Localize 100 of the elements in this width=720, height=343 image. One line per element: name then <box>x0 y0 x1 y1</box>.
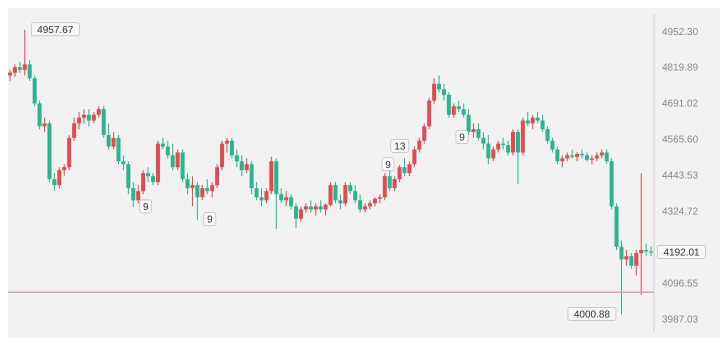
y-tick-label: 4324.72 <box>662 206 699 218</box>
candlestick <box>368 200 372 210</box>
candlestick <box>412 146 416 168</box>
candlestick <box>106 122 111 150</box>
candlestick <box>398 164 402 183</box>
candlestick <box>195 182 200 220</box>
candlestick <box>372 196 377 207</box>
candlestick <box>510 128 515 156</box>
candlestick <box>210 182 214 198</box>
y-tick-label: 4819.89 <box>662 62 699 74</box>
candlestick <box>254 182 259 201</box>
candlestick <box>452 102 456 118</box>
annotation: 4000.88 <box>574 309 610 320</box>
y-tick-label: 4952.30 <box>662 26 699 38</box>
candlestick <box>176 149 180 171</box>
candlestick <box>116 134 120 165</box>
candlestick <box>298 206 303 222</box>
candlestick <box>462 102 466 118</box>
candlestick <box>314 202 318 216</box>
annotation: 9 <box>207 214 214 226</box>
candlestick <box>546 126 550 144</box>
candlestick <box>407 160 412 177</box>
candlestick <box>259 188 264 207</box>
candlestick <box>378 194 382 204</box>
candlestick <box>388 170 392 192</box>
candlestick <box>52 172 56 192</box>
candlestick <box>186 172 190 195</box>
candlestick <box>496 140 500 153</box>
candlestick <box>22 29 27 76</box>
candlestick <box>170 143 175 171</box>
candlestick <box>230 137 234 159</box>
y-tick-label: 3987.03 <box>662 314 699 326</box>
candlestick <box>619 240 624 315</box>
candlestick <box>131 182 136 208</box>
y-tick-label: 4096.55 <box>662 278 699 290</box>
candlestick <box>136 184 140 204</box>
candlestick <box>472 122 476 138</box>
candlestick <box>38 100 42 130</box>
candlestick <box>166 140 170 159</box>
candlestick <box>486 134 490 165</box>
candlestick <box>476 122 480 142</box>
candlestick <box>624 249 628 266</box>
candlestick <box>86 108 91 127</box>
candlestick <box>540 114 545 133</box>
candlestick <box>604 149 609 165</box>
candlestick <box>284 190 288 207</box>
candlestick <box>244 158 249 174</box>
candlestick <box>516 128 520 184</box>
y-tick-label: 4691.02 <box>662 98 699 110</box>
candlestick <box>501 137 506 150</box>
candlestick <box>392 176 397 192</box>
candlestick <box>382 172 387 201</box>
candlestick <box>289 194 294 210</box>
candlestick <box>358 194 362 213</box>
candlestick <box>57 166 62 189</box>
candlestick <box>146 166 150 183</box>
annotation: 13 <box>394 141 406 152</box>
candlestick <box>215 164 220 189</box>
candlestick <box>96 106 101 118</box>
candlestick <box>200 184 204 201</box>
candlestick <box>481 132 486 150</box>
y-tick-label: 4443.53 <box>662 170 699 182</box>
candlestick <box>526 111 530 127</box>
candlestick <box>240 154 244 177</box>
candlestick <box>151 172 156 186</box>
candlestick <box>555 146 560 165</box>
candlestick <box>42 117 47 133</box>
candlestick <box>318 200 323 213</box>
candlestick <box>12 64 17 78</box>
candlestick <box>333 182 338 204</box>
annotation: 9 <box>142 202 149 213</box>
candlestick <box>328 182 333 207</box>
text: 4192.01 <box>663 247 700 258</box>
candlestick <box>536 111 540 124</box>
candlestick <box>649 246 654 257</box>
candlestick <box>353 184 358 204</box>
candlestick <box>466 108 471 136</box>
annotation: 9 <box>459 132 466 144</box>
candlestick <box>402 158 407 177</box>
candlestick <box>324 202 328 216</box>
candlestick <box>437 74 442 93</box>
candlestick <box>343 182 348 207</box>
candlestick <box>18 61 22 74</box>
candlestick <box>112 132 116 150</box>
candlestick <box>234 149 239 168</box>
candlestick <box>92 111 96 124</box>
candlestick <box>205 178 210 195</box>
candlestick <box>422 122 426 144</box>
candlestick <box>308 200 313 213</box>
candlestick <box>264 188 268 204</box>
candlestick <box>417 137 422 153</box>
candlestick <box>348 182 352 195</box>
candlestick <box>294 202 298 228</box>
candlestick <box>190 176 194 207</box>
candlestick <box>8 69 12 82</box>
candlestick <box>338 194 342 210</box>
candlestick <box>442 83 446 102</box>
candlestick <box>72 117 76 142</box>
y-tick-label: 4565.60 <box>662 134 699 146</box>
annotation: 9 <box>385 160 392 171</box>
